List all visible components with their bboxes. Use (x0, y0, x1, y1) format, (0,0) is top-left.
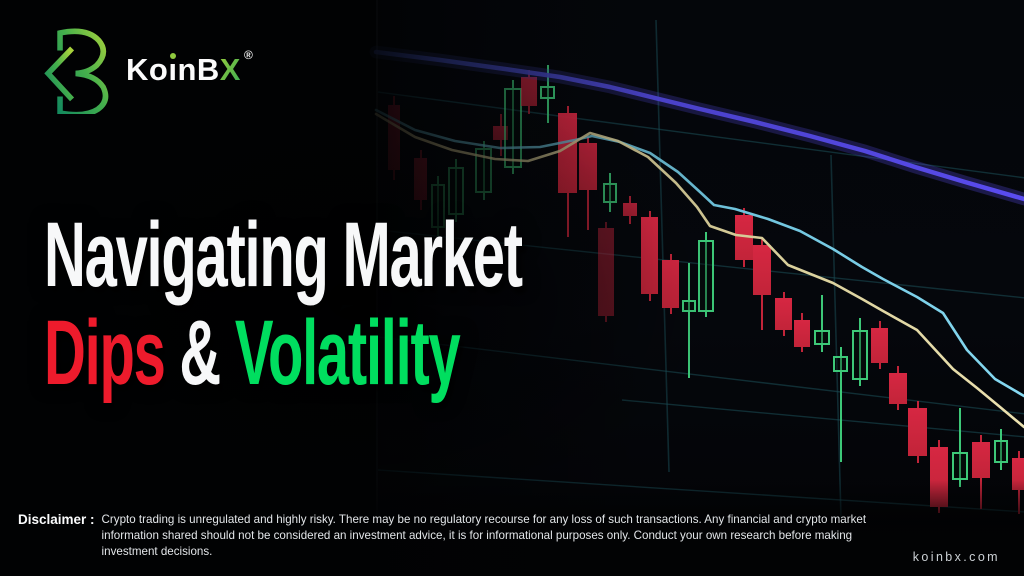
website-url: koinbx.com (912, 550, 1000, 564)
disclaimer-text: Crypto trading is unregulated and highly… (102, 512, 867, 559)
logo-text-x: X (219, 52, 241, 87)
logo-text-i: ı (168, 52, 178, 87)
headline-line1: Navigating Market (44, 204, 523, 306)
kb-monogram-icon (37, 28, 109, 114)
headline-ampersand: & (164, 302, 235, 404)
headline-line2: Dips & Volatility (44, 304, 522, 402)
headline: Navigating Market Dips & Volatility (44, 204, 523, 402)
disclaimer-line-2: information shared should not be conside… (101, 528, 853, 542)
registered-trademark-symbol: ® (243, 48, 254, 62)
disclaimer-label: Disclaimer : (18, 512, 95, 527)
disclaimer-line-3: investment decisions. (101, 544, 213, 558)
disclaimer: Disclaimer : Crypto trading is unregulat… (18, 512, 904, 559)
headline-dips: Dips (44, 302, 166, 404)
headline-volatility: Volatility (234, 302, 461, 404)
logo-wordmark: Ko ı nB X ® (126, 48, 253, 88)
logo-text-pre: Ko (126, 52, 169, 87)
koinbx-logo: Ko ı nB X ® (26, 20, 253, 114)
disclaimer-line-1: Crypto trading is unregulated and highly… (101, 513, 867, 526)
logo-text-post: nB (177, 52, 220, 87)
